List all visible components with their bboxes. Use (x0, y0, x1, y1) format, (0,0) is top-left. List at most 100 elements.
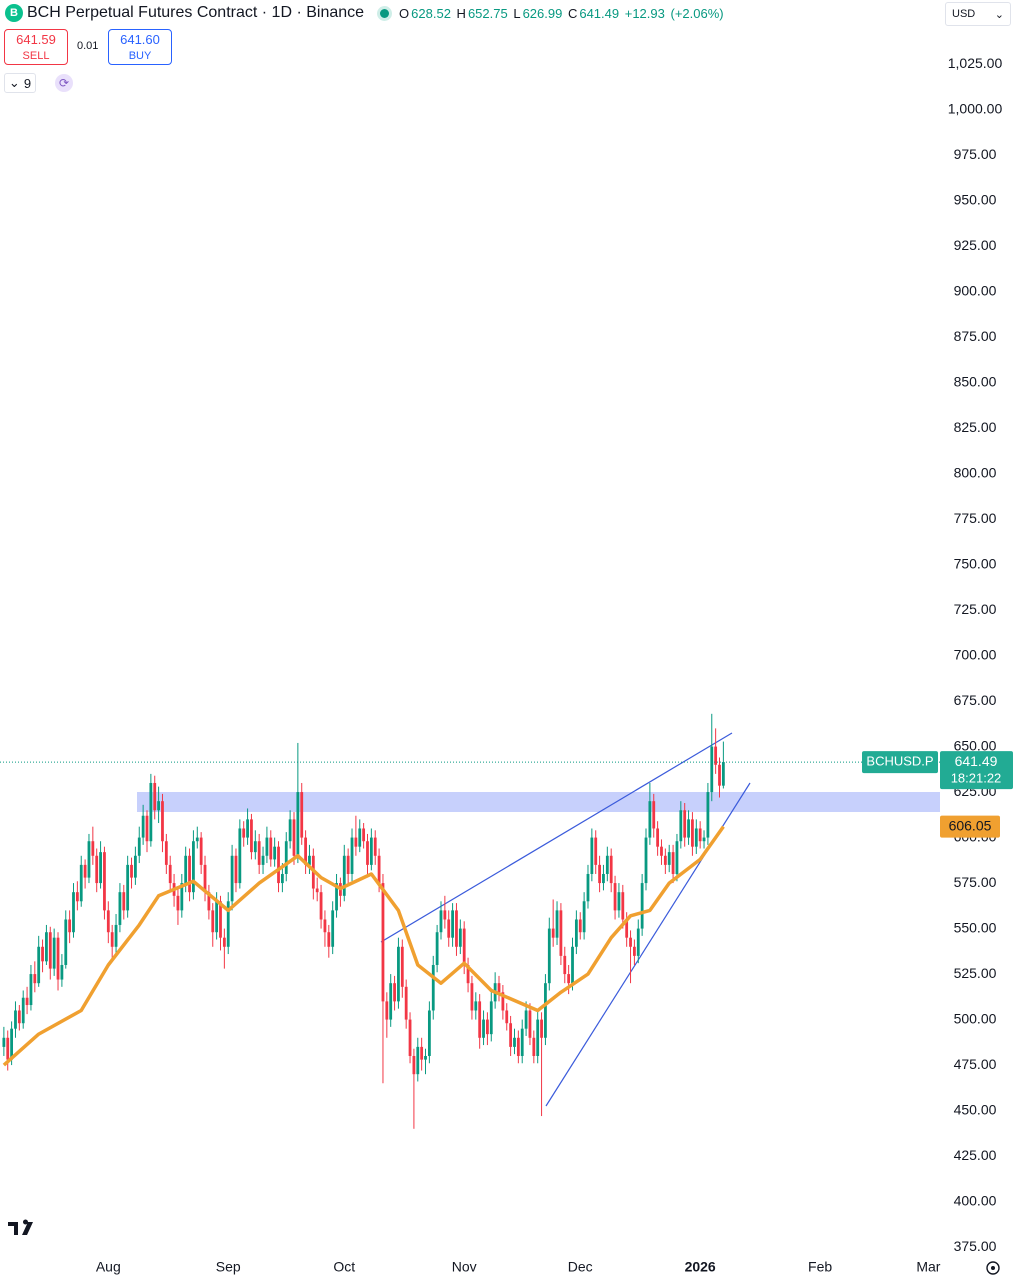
candle-body (141, 815, 145, 838)
candle-body (366, 841, 369, 865)
candle-body (250, 819, 253, 853)
candle-body (613, 883, 617, 911)
candle-body (373, 837, 377, 856)
candle-body (277, 846, 280, 884)
candle-body (532, 1037, 536, 1056)
candle-body (505, 1010, 509, 1024)
candle-body (219, 901, 222, 938)
candle-body (327, 932, 331, 947)
countdown: 18:21:22 (951, 771, 1002, 786)
candle-body (598, 864, 601, 884)
candle-body (389, 983, 393, 1020)
candle-body (149, 782, 153, 842)
ma-tag-value: 606.05 (949, 817, 992, 833)
candle-body (48, 932, 52, 969)
candle-body (300, 792, 304, 838)
candle-body (578, 919, 582, 933)
candle-body (342, 855, 346, 896)
sell-button[interactable]: 641.59 SELL (4, 29, 68, 65)
candle-body (710, 746, 714, 793)
candle-body (574, 919, 578, 947)
candle-body (292, 819, 296, 856)
change: +12.93 (624, 5, 665, 21)
x-tick-label: Feb (808, 1259, 832, 1275)
candle-body (64, 919, 68, 965)
candle-body (540, 1019, 543, 1038)
candle-body (509, 1023, 513, 1047)
candle-body (536, 1019, 540, 1056)
candle-body (458, 928, 462, 947)
candle-body (687, 819, 690, 838)
candle-body (56, 937, 60, 980)
candle-body (648, 801, 652, 838)
status-dot (380, 8, 390, 18)
sell-label: SELL (22, 50, 50, 62)
candle-body (319, 892, 323, 920)
candle-body (176, 895, 180, 911)
indicators-toggle[interactable]: ⌄ 9 (4, 73, 36, 93)
buy-button[interactable]: 641.60 BUY (108, 29, 172, 65)
candle-body (667, 852, 671, 865)
symbol-tag-label: BCHUSD.P (866, 754, 933, 769)
y-tick-label: 950.00 (954, 191, 997, 207)
candle-body (269, 837, 273, 860)
candle-body (106, 910, 110, 933)
candle-body (25, 997, 29, 1006)
candle-body (21, 997, 25, 1024)
candle-body (145, 815, 149, 842)
y-tick-label: 975.00 (954, 146, 997, 162)
candle-body (29, 974, 33, 1006)
candle-body (122, 892, 126, 911)
axis: 375.00 400.00 425.00 450.00 475.00 500.00 525.… (0, 55, 1013, 1275)
price-tag-value: 641.49 (955, 753, 998, 769)
candle-body (242, 828, 246, 838)
candle-body (265, 837, 269, 856)
ohlc-value: 652.75 (467, 5, 508, 21)
ohlc-values: O 628.52 H 652.75 L 626.99 C 641.49 +12.93 (… (399, 6, 726, 21)
y-tick-label: 775.00 (954, 510, 997, 526)
candle-body (629, 937, 632, 947)
candle-body (447, 919, 451, 938)
candle-body (385, 1001, 389, 1020)
candle-body (95, 855, 99, 884)
candle-body (427, 1010, 431, 1056)
candle-body (513, 1037, 516, 1047)
candle-body (126, 864, 130, 911)
resistance-zone (137, 792, 940, 812)
candle-body (660, 846, 663, 856)
candle-body (246, 819, 249, 838)
candle-body (602, 873, 605, 884)
candle-body (656, 828, 660, 847)
candle-body (489, 1001, 493, 1035)
candle-body (308, 855, 311, 865)
y-tick-label: 650.00 (954, 737, 997, 753)
candle-body (567, 974, 571, 984)
candle-body (694, 828, 698, 847)
candle-body (621, 892, 625, 920)
candle-body (323, 919, 327, 933)
y-tick-label: 1,000.00 (948, 100, 1003, 116)
candle-body (91, 841, 95, 856)
settings-icon[interactable] (986, 1261, 1000, 1275)
x-tick-label: Aug (96, 1259, 121, 1275)
refresh-button[interactable]: ⟳ (55, 74, 73, 92)
candle-body (671, 852, 675, 874)
currency-select[interactable]: USD ⌄ (945, 2, 1011, 26)
candle-body (400, 946, 404, 987)
candle-body (184, 855, 188, 884)
candle-body (41, 946, 44, 962)
candle-body (261, 855, 265, 865)
candle-body (296, 792, 300, 856)
ohlc-letter: C (567, 5, 578, 21)
candle-body (451, 910, 454, 938)
symbol-title[interactable]: BCH Perpetual Futures Contract · 1D · Bi… (27, 4, 365, 21)
candle-body (33, 974, 37, 984)
candle-body (663, 855, 667, 865)
candle-body (195, 837, 199, 842)
candle-body (164, 841, 168, 865)
candle-body (14, 1010, 17, 1029)
candle-body (435, 932, 439, 965)
candle-body (455, 910, 458, 947)
y-tick-label: 800.00 (954, 464, 997, 480)
candle-body (222, 937, 226, 947)
